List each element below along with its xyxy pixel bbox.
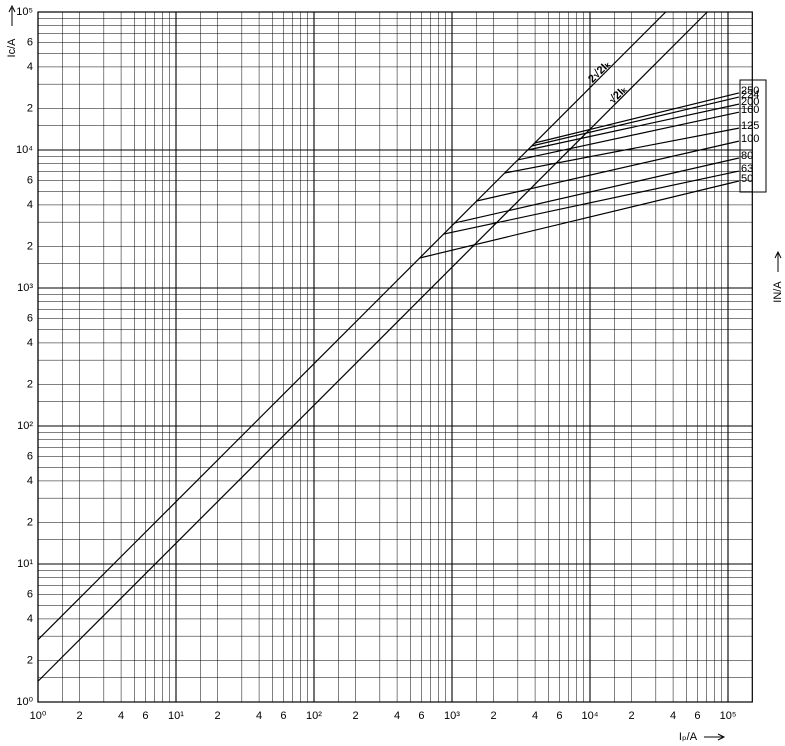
x-tick-label: 10⁴ (582, 710, 599, 722)
x-tick-label: 4 (118, 710, 124, 722)
x-tick-label: 2 (352, 710, 358, 722)
y-tick-label: 6 (27, 313, 33, 325)
series-line (476, 140, 740, 202)
x-tick-label: 10⁵ (720, 710, 737, 722)
y2-axis-label: IN/A (772, 281, 784, 303)
y-tick-label: 4 (27, 61, 33, 73)
x-axis-arrowhead (717, 733, 726, 741)
x-tick-label: 6 (694, 710, 700, 722)
y-tick-label: 10⁰ (16, 696, 33, 708)
x-tick-label: 10³ (444, 710, 460, 722)
series-line (454, 157, 740, 224)
y-tick-label: 4 (27, 199, 33, 211)
series-line (419, 180, 740, 259)
x-tick-label: 10¹ (168, 710, 184, 722)
x-tick-label: 6 (556, 710, 562, 722)
x-tick-label: 6 (418, 710, 424, 722)
x-tick-label: 10² (306, 710, 322, 722)
y-tick-label: 2 (27, 240, 33, 252)
y-tick-label: 6 (27, 37, 33, 49)
y-tick-label: 6 (27, 451, 33, 463)
x-tick-label: 6 (280, 710, 286, 722)
x-tick-label: 4 (532, 710, 538, 722)
series-label: 250 (741, 85, 759, 97)
x-tick-label: 4 (394, 710, 400, 722)
y-tick-label: 6 (27, 175, 33, 187)
series-line (527, 103, 740, 151)
series-label: 100 (741, 133, 759, 145)
y-tick-label: 2 (27, 516, 33, 528)
x-axis-label: Iₚ/A (679, 731, 698, 743)
x-tick-label: 2 (214, 710, 220, 722)
y-tick-label: 10⁵ (16, 6, 33, 18)
y-tick-label: 2 (27, 378, 33, 390)
y-tick-label: 6 (27, 589, 33, 601)
y-tick-label: 10⁴ (16, 144, 33, 156)
y-tick-label: 10³ (17, 282, 33, 294)
x-tick-label: 2 (628, 710, 634, 722)
series-line (531, 96, 740, 147)
series-label: 160 (741, 104, 759, 116)
y-tick-label: 2 (27, 102, 33, 114)
y-tick-label: 4 (27, 475, 33, 487)
series-line (517, 111, 740, 161)
x-tick-label: 4 (670, 710, 676, 722)
y-tick-label: 4 (27, 613, 33, 625)
y-axis-label: Ic/A (6, 38, 18, 58)
y-tick-label: 4 (27, 337, 33, 349)
y-tick-label: 10² (17, 420, 33, 432)
y2-axis-arrowhead (774, 250, 782, 259)
series-label: 200 (741, 96, 759, 108)
plot-frame (37, 11, 753, 703)
series-line (37, 11, 667, 641)
legend-box (739, 79, 767, 193)
y-axis-arrowhead (8, 4, 16, 13)
series-label: 224 (741, 89, 759, 101)
series-label: 50 (741, 173, 753, 185)
series-line (37, 11, 708, 682)
series-label: √2Iₖ (607, 83, 630, 106)
series-label: 80 (741, 150, 753, 162)
x-tick-label: 6 (142, 710, 148, 722)
series-label: 125 (741, 120, 759, 132)
x-tick-label: 4 (256, 710, 262, 722)
y-tick-label: 10¹ (17, 558, 33, 570)
x-tick-label: 2 (490, 710, 496, 722)
x-tick-label: 2 (76, 710, 82, 722)
x-tick-label: 10⁰ (30, 710, 47, 722)
y-tick-label: 2 (27, 654, 33, 666)
series-line (443, 170, 740, 235)
series-label: 63 (741, 163, 753, 175)
series-line (504, 127, 740, 174)
series-line (534, 92, 740, 144)
